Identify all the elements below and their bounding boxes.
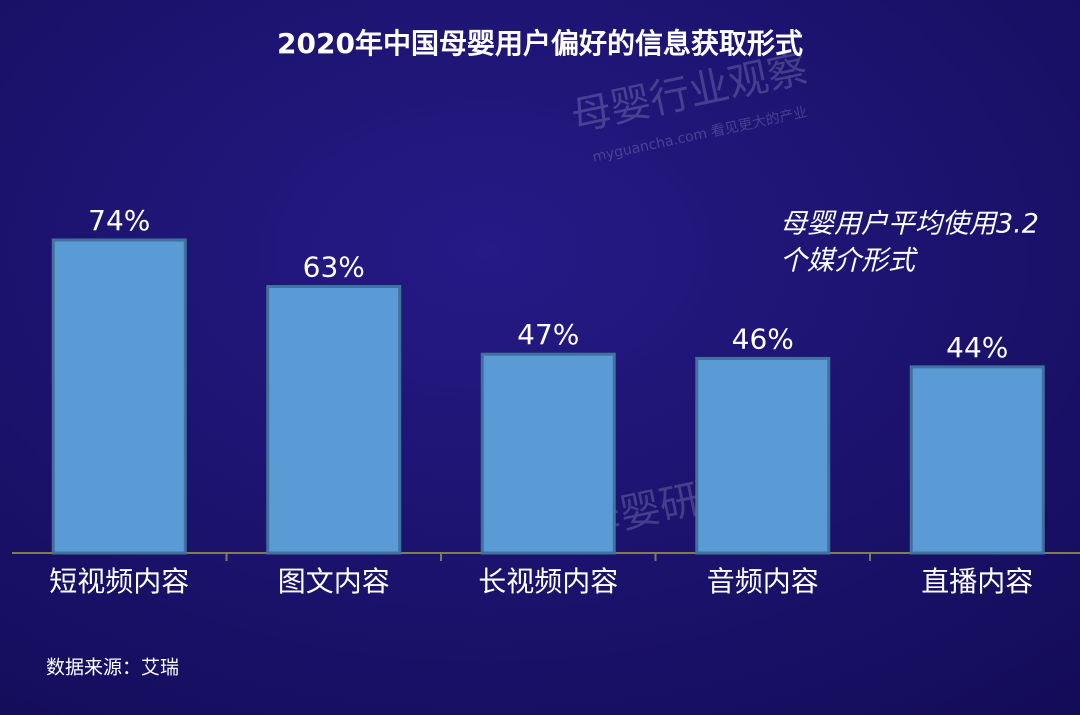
- bar: [909, 365, 1045, 555]
- x-tick-label: 长视频内容: [478, 565, 618, 598]
- x-tick-label: 图文内容: [278, 565, 390, 598]
- data-label: 46%: [732, 322, 794, 355]
- bar: [480, 352, 616, 555]
- data-label: 44%: [946, 331, 1008, 364]
- data-label: 74%: [88, 204, 150, 237]
- annotation: 母婴用户平均使用3.2: [780, 209, 1039, 240]
- data-label: 47%: [517, 318, 579, 351]
- annotation: 个媒介形式: [780, 246, 918, 277]
- bar: [695, 356, 831, 555]
- data-label: 63%: [303, 251, 365, 284]
- source: 数据来源：艾瑞: [46, 657, 179, 679]
- x-tick-label: 短视频内容: [49, 565, 189, 598]
- bar: [266, 285, 402, 555]
- chart-title: 2020年中国母婴用户偏好的信息获取形式: [277, 27, 803, 60]
- bar: [51, 238, 187, 555]
- x-tick-label: 直播内容: [921, 565, 1033, 598]
- x-tick-label: 音频内容: [707, 565, 819, 598]
